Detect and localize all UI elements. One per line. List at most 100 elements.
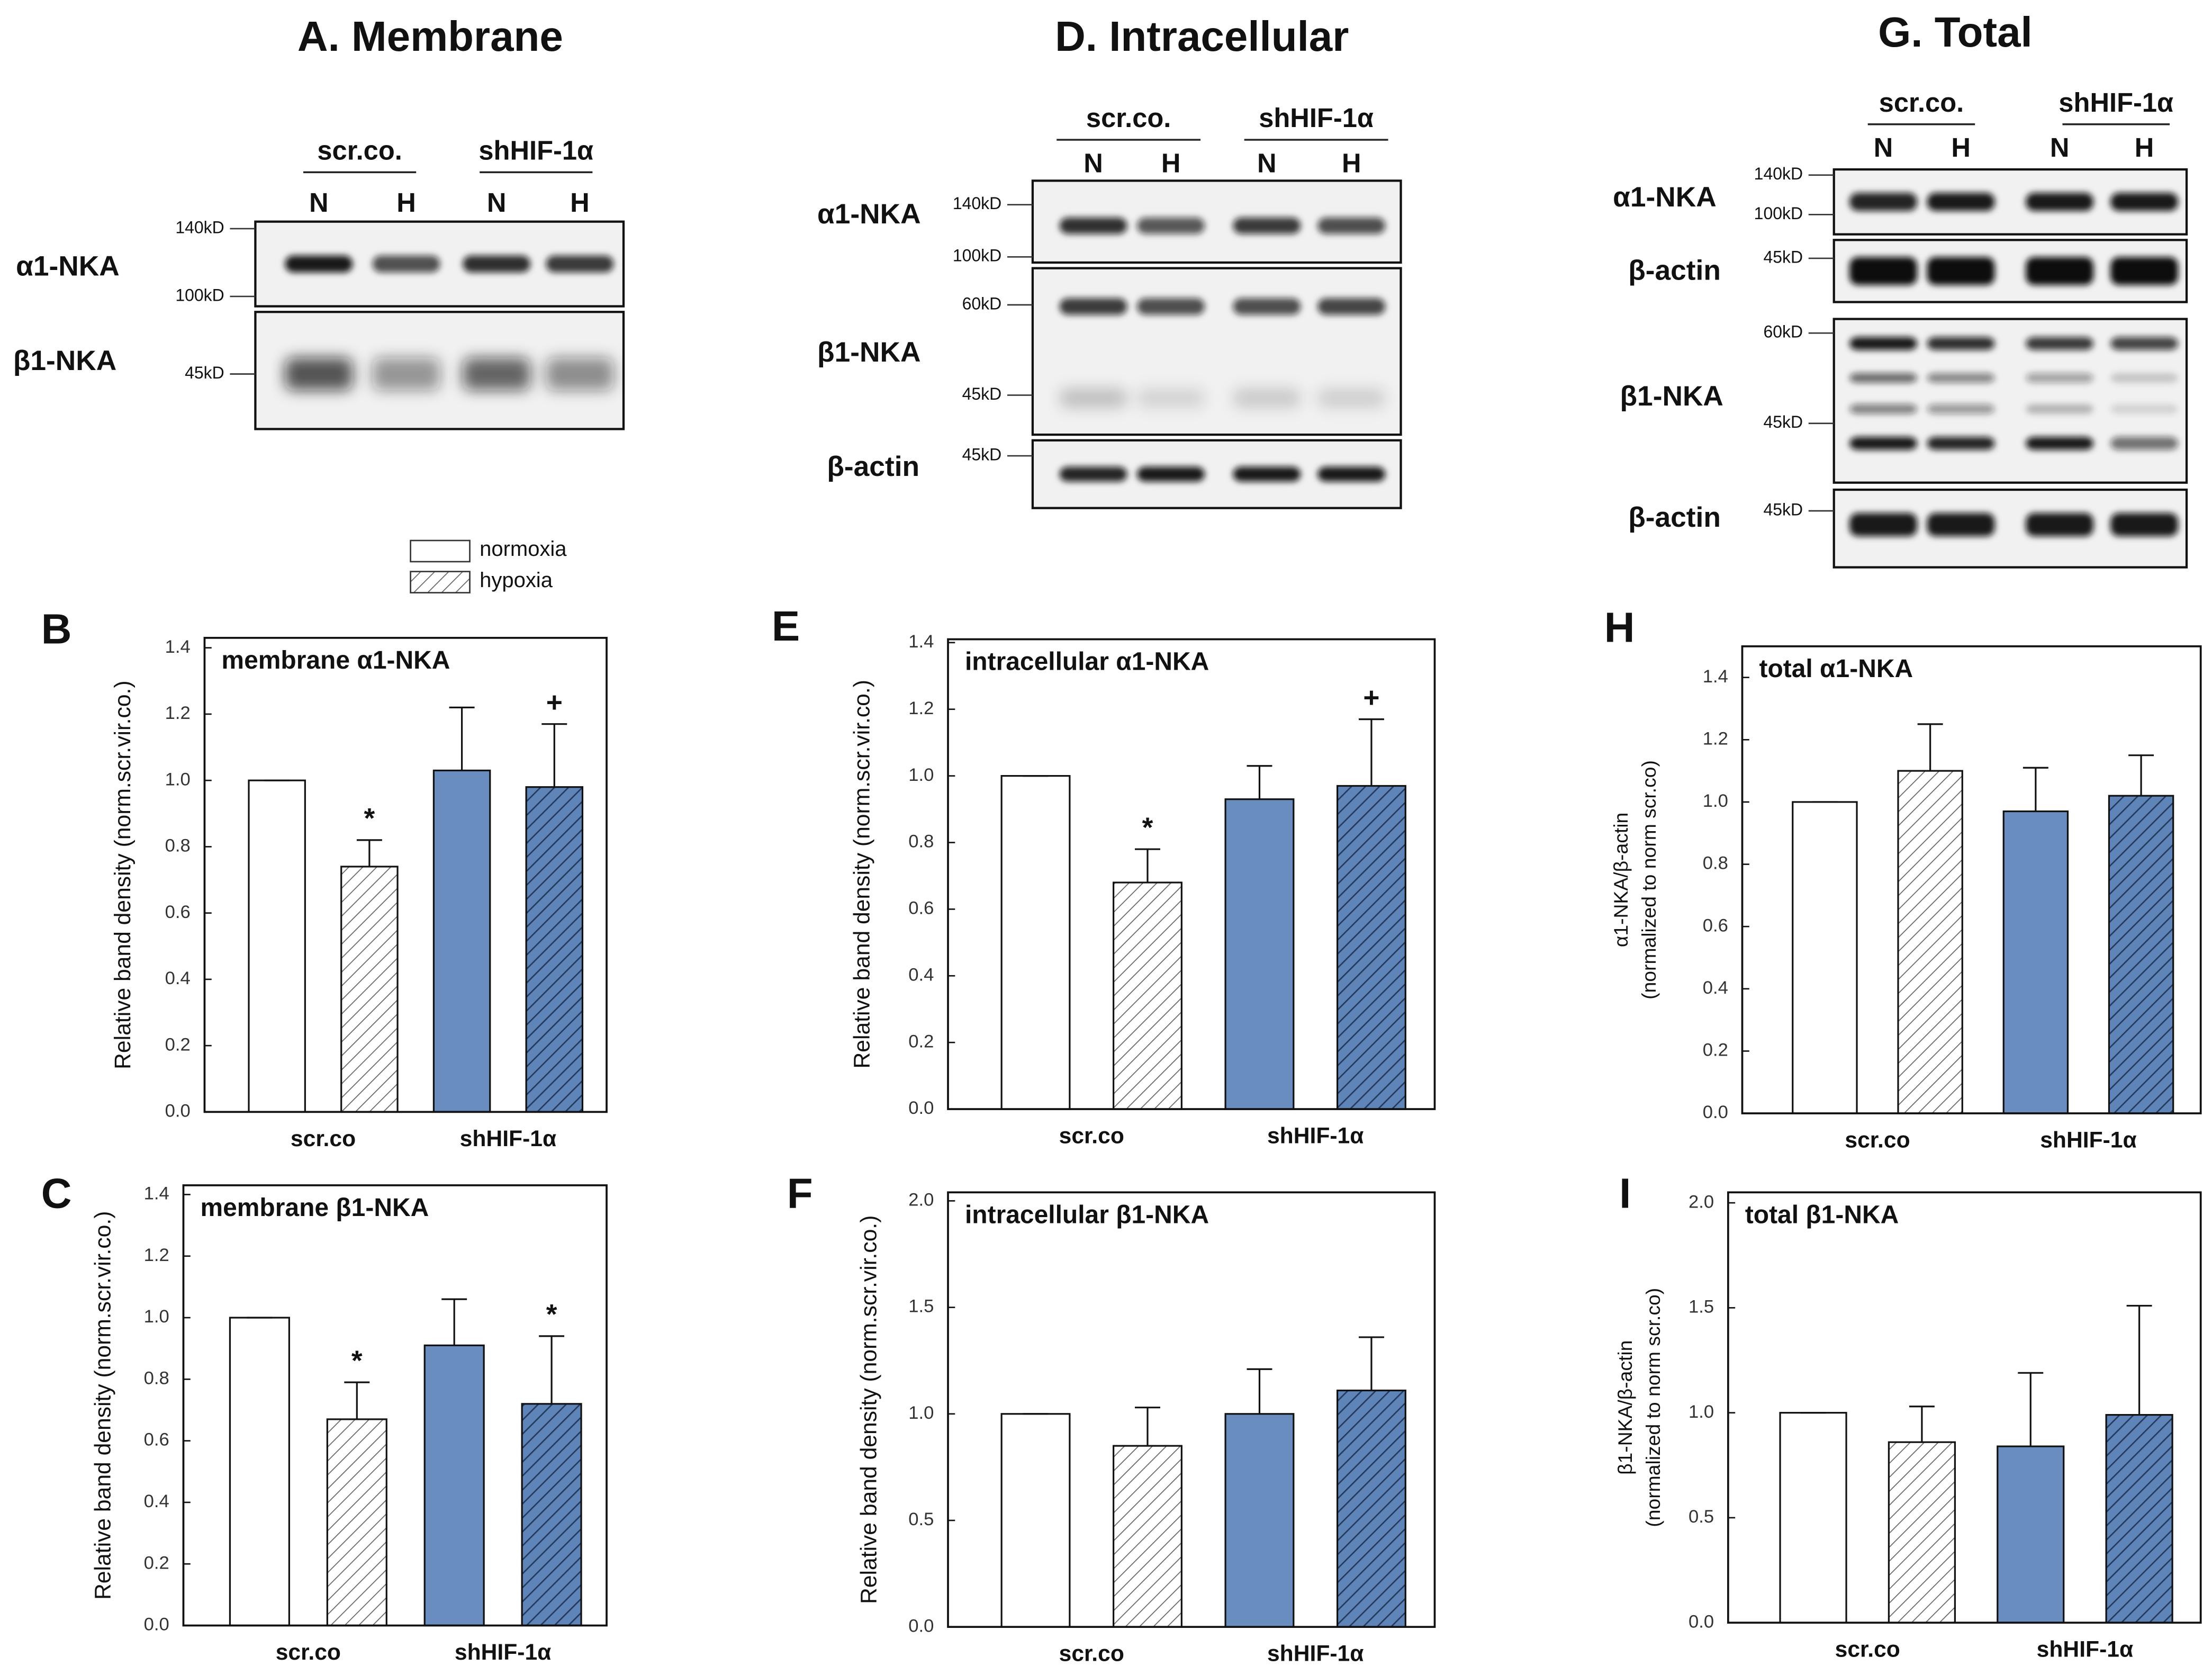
y-tick-label: 0.0 xyxy=(165,1101,191,1121)
y-tick-label: 2.0 xyxy=(1689,1192,1714,1212)
lane-label: N xyxy=(1257,148,1277,178)
kd-marker: 100kD xyxy=(953,246,1001,265)
plot-frame xyxy=(203,637,608,1113)
y-tick-label: 1.4 xyxy=(908,632,934,652)
blot-band xyxy=(546,255,614,273)
blot-band xyxy=(2110,437,2179,450)
blot-band xyxy=(1849,193,1917,211)
blot-band xyxy=(1927,513,1995,536)
bar xyxy=(1792,801,1858,1114)
y-tick-label: 0.4 xyxy=(908,965,934,985)
protein-label: β-actin xyxy=(1628,502,1721,533)
blot-band xyxy=(1849,404,1917,414)
y-tick-label: 1.4 xyxy=(1703,667,1728,687)
kd-marker: 140kD xyxy=(1754,164,1803,183)
group-label: shHIF-1α xyxy=(478,135,593,165)
y-axis-label: Relative band density (norm.scr.vir.co.) xyxy=(110,680,136,1069)
kd-marker: 60kD xyxy=(1763,322,1803,341)
lane-label: N xyxy=(487,187,507,218)
y-tick-label: 1.2 xyxy=(165,703,191,723)
protein-label: β-actin xyxy=(1628,255,1721,286)
blot-band xyxy=(463,357,531,391)
bar xyxy=(423,1344,485,1627)
y-tick-label: 1.0 xyxy=(908,765,934,785)
blot-band xyxy=(1137,388,1205,408)
y-tick-label: 0.0 xyxy=(908,1098,934,1118)
bar xyxy=(1997,1445,2065,1624)
y-tick-label: 1.0 xyxy=(165,769,191,789)
chart-title: membrane β1-NKA xyxy=(200,1194,429,1222)
plot-frame xyxy=(1727,1191,2202,1624)
bar xyxy=(1897,770,1963,1114)
y-tick-label: 0.0 xyxy=(1689,1611,1714,1632)
x-group-label: shHIF-1α xyxy=(455,1640,552,1665)
blot-band xyxy=(1317,217,1386,234)
lane-label: N xyxy=(309,187,329,218)
blot-band xyxy=(1137,217,1205,234)
x-group-label: shHIF-1α xyxy=(1267,1123,1364,1149)
y-tick-label: 1.0 xyxy=(1703,791,1728,811)
bar xyxy=(1113,881,1182,1110)
y-tick-label: 0.2 xyxy=(165,1034,191,1055)
lane-label: N xyxy=(1084,148,1103,178)
blot-band xyxy=(2026,337,2094,350)
blot-band xyxy=(1849,373,1917,383)
blot-band xyxy=(2026,373,2094,383)
blot-title: G. Total xyxy=(1878,8,2033,56)
chart-title: intracellular α1-NKA xyxy=(965,648,1209,676)
blot-band xyxy=(1927,337,1995,350)
blot-band xyxy=(2026,513,2094,536)
y-tick-label: 0.0 xyxy=(1703,1102,1728,1122)
y-tick-label: 0.6 xyxy=(908,898,934,918)
panel-letter: H xyxy=(1604,604,1635,651)
x-group-label: scr.co xyxy=(1059,1123,1124,1149)
x-group-label: scr.co xyxy=(1059,1641,1124,1667)
protein-label: α1-NKA xyxy=(817,199,921,230)
panel-letter: F xyxy=(787,1169,813,1217)
blot-band xyxy=(463,255,531,273)
y-tick-label: 1.2 xyxy=(908,698,934,718)
legend-swatch xyxy=(410,571,471,593)
bar xyxy=(326,1418,387,1627)
panel-letter: C xyxy=(41,1169,72,1217)
y-tick-label: 0.8 xyxy=(165,836,191,856)
y-tick-label: 0.6 xyxy=(144,1430,169,1450)
y-tick-label: 0.6 xyxy=(165,902,191,922)
bar xyxy=(1113,1445,1182,1628)
significance-mark: * xyxy=(1142,812,1153,843)
blot-band xyxy=(2026,437,2094,450)
panel-letter: E xyxy=(772,602,800,650)
bar xyxy=(248,779,306,1113)
bar xyxy=(1888,1441,1956,1624)
blot-band xyxy=(1927,404,1995,414)
blot-band xyxy=(372,357,440,391)
x-group-label: scr.co xyxy=(291,1126,356,1151)
lane-label: N xyxy=(1874,132,1893,163)
protein-label: β1-NKA xyxy=(1620,381,1723,412)
group-label: shHIF-1α xyxy=(2058,87,2173,118)
x-group-label: shHIF-1α xyxy=(2037,1637,2134,1662)
significance-mark: * xyxy=(546,1299,557,1330)
y-tick-label: 0.8 xyxy=(144,1368,169,1388)
protein-label: α1-NKA xyxy=(1613,182,1717,213)
chart-title: total α1-NKA xyxy=(1759,655,1913,683)
bar xyxy=(521,1403,582,1627)
significance-mark: + xyxy=(546,687,563,718)
y-tick-label: 0.2 xyxy=(144,1553,169,1573)
blot-band xyxy=(2026,404,2094,414)
y-tick-label: 1.5 xyxy=(908,1296,934,1317)
blot-band xyxy=(1137,298,1205,315)
bar xyxy=(1336,785,1406,1110)
panel-letter: I xyxy=(1619,1169,1631,1217)
group-label: scr.co. xyxy=(1879,87,1964,118)
kd-marker: 45kD xyxy=(962,384,1002,403)
y-tick-label: 1.0 xyxy=(144,1307,169,1327)
kd-marker: 45kD xyxy=(1763,412,1803,431)
y-tick-label: 1.0 xyxy=(908,1403,934,1423)
kd-marker: 45kD xyxy=(1763,247,1803,266)
bar xyxy=(432,769,491,1113)
blot-band xyxy=(1849,257,1917,285)
plot-frame xyxy=(947,638,1436,1110)
plot-frame xyxy=(182,1184,608,1627)
